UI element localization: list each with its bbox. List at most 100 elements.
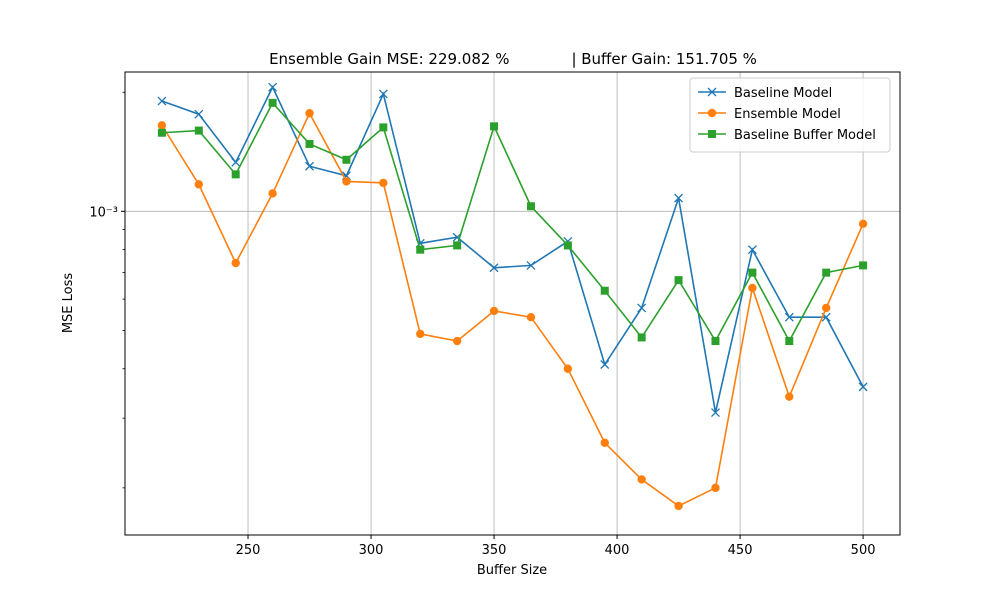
- x-tick-label: 450: [728, 543, 753, 558]
- data-point: [563, 364, 573, 373]
- data-point: [674, 501, 683, 511]
- marker-stroke: [747, 245, 757, 255]
- marker-stroke: [489, 263, 499, 273]
- data-point: [526, 312, 536, 322]
- data-point: [858, 382, 868, 392]
- data-point: [858, 219, 868, 228]
- data-point: [490, 122, 499, 131]
- data-point: [305, 109, 314, 118]
- data-point: [674, 276, 683, 285]
- data-point: [157, 121, 167, 130]
- marker-stroke: [157, 96, 167, 106]
- data-point: [416, 245, 425, 254]
- data-point: [268, 98, 277, 107]
- plot-area-frame: [124, 71, 901, 536]
- marker-stroke: [378, 89, 388, 99]
- data-point: [784, 312, 794, 322]
- data-point: [748, 283, 757, 293]
- data-point: [600, 360, 610, 369]
- marker-stroke: [674, 193, 684, 203]
- legend-item: Baseline Buffer Model: [698, 128, 876, 143]
- data-point: [711, 337, 720, 346]
- legend-marker: [707, 87, 717, 97]
- marker-stroke: [784, 312, 794, 322]
- data-point: [748, 268, 757, 277]
- series-line: [161, 85, 864, 413]
- data-point: [378, 89, 388, 99]
- x-axis-label: Buffer Size: [477, 563, 547, 578]
- data-point: [231, 157, 241, 167]
- series-group: [157, 82, 868, 511]
- marker-stroke: [194, 109, 204, 119]
- marker-stroke: [268, 82, 278, 92]
- legend-marker: [707, 108, 717, 118]
- legend-label: Baseline Buffer Model: [734, 128, 876, 143]
- data-point: [194, 180, 204, 189]
- legend: Baseline Model Ensemble Model Baseline Buf…: [689, 77, 891, 153]
- data-point: [822, 268, 831, 277]
- x-tick-label: 300: [359, 543, 384, 558]
- x-tick-label: 400: [605, 543, 630, 558]
- data-point: [674, 193, 684, 203]
- legend-box: [689, 77, 891, 153]
- y-tick-label: 10⁻³: [89, 205, 118, 220]
- marker-stroke: [305, 161, 314, 171]
- data-point: [859, 261, 868, 270]
- series-1: [157, 109, 868, 511]
- data-point: [637, 475, 646, 484]
- data-point: [268, 189, 277, 198]
- data-point: [452, 336, 462, 346]
- marker-stroke: [858, 382, 868, 392]
- data-point: [637, 333, 646, 342]
- data-point: [526, 202, 535, 211]
- marker-stroke: [526, 260, 536, 270]
- legend-label: Ensemble Model: [734, 107, 841, 122]
- marker-stroke: [821, 312, 831, 322]
- series-0: [157, 82, 868, 418]
- data-point: [157, 128, 166, 137]
- data-point: [489, 263, 499, 273]
- x-tick-label: 500: [851, 543, 876, 558]
- data-point: [821, 303, 831, 313]
- x-tick-label: 250: [236, 543, 261, 558]
- data-point: [600, 438, 609, 447]
- data-point: [416, 329, 425, 339]
- data-point: [453, 241, 462, 250]
- data-point: [379, 123, 388, 132]
- legend-item: Baseline Model: [698, 86, 832, 101]
- marker-stroke: [711, 408, 720, 418]
- data-point: [342, 155, 351, 164]
- data-point: [268, 82, 278, 92]
- data-point: [600, 286, 609, 295]
- marker-stroke: [231, 157, 241, 167]
- data-point: [342, 177, 351, 186]
- marker-stroke: [600, 360, 610, 369]
- series-2: [157, 98, 868, 346]
- data-point: [157, 96, 167, 106]
- data-point: [489, 306, 499, 316]
- data-point: [231, 170, 240, 179]
- x-tick-label: 350: [482, 543, 507, 558]
- legend-item: Ensemble Model: [698, 107, 841, 122]
- data-point: [231, 258, 240, 268]
- data-point: [305, 161, 314, 171]
- ticks-group: 250 300 350 400 450 500 10⁻³: [89, 91, 876, 558]
- data-point: [305, 139, 314, 148]
- data-point: [711, 408, 720, 418]
- data-point: [711, 483, 720, 493]
- series-line: [161, 111, 864, 507]
- legend-marker: [708, 130, 716, 138]
- marker-stroke: [637, 303, 647, 313]
- data-point: [194, 109, 204, 119]
- data-point: [785, 337, 794, 346]
- data-point: [379, 178, 388, 188]
- data-point: [747, 245, 757, 255]
- data-point: [785, 392, 794, 401]
- data-point: [194, 126, 203, 135]
- y-axis-label: MSE Loss: [61, 273, 76, 334]
- legend-label: Baseline Model: [734, 86, 832, 101]
- marker-stroke: [707, 87, 717, 97]
- data-point: [526, 260, 536, 270]
- data-point: [637, 303, 647, 313]
